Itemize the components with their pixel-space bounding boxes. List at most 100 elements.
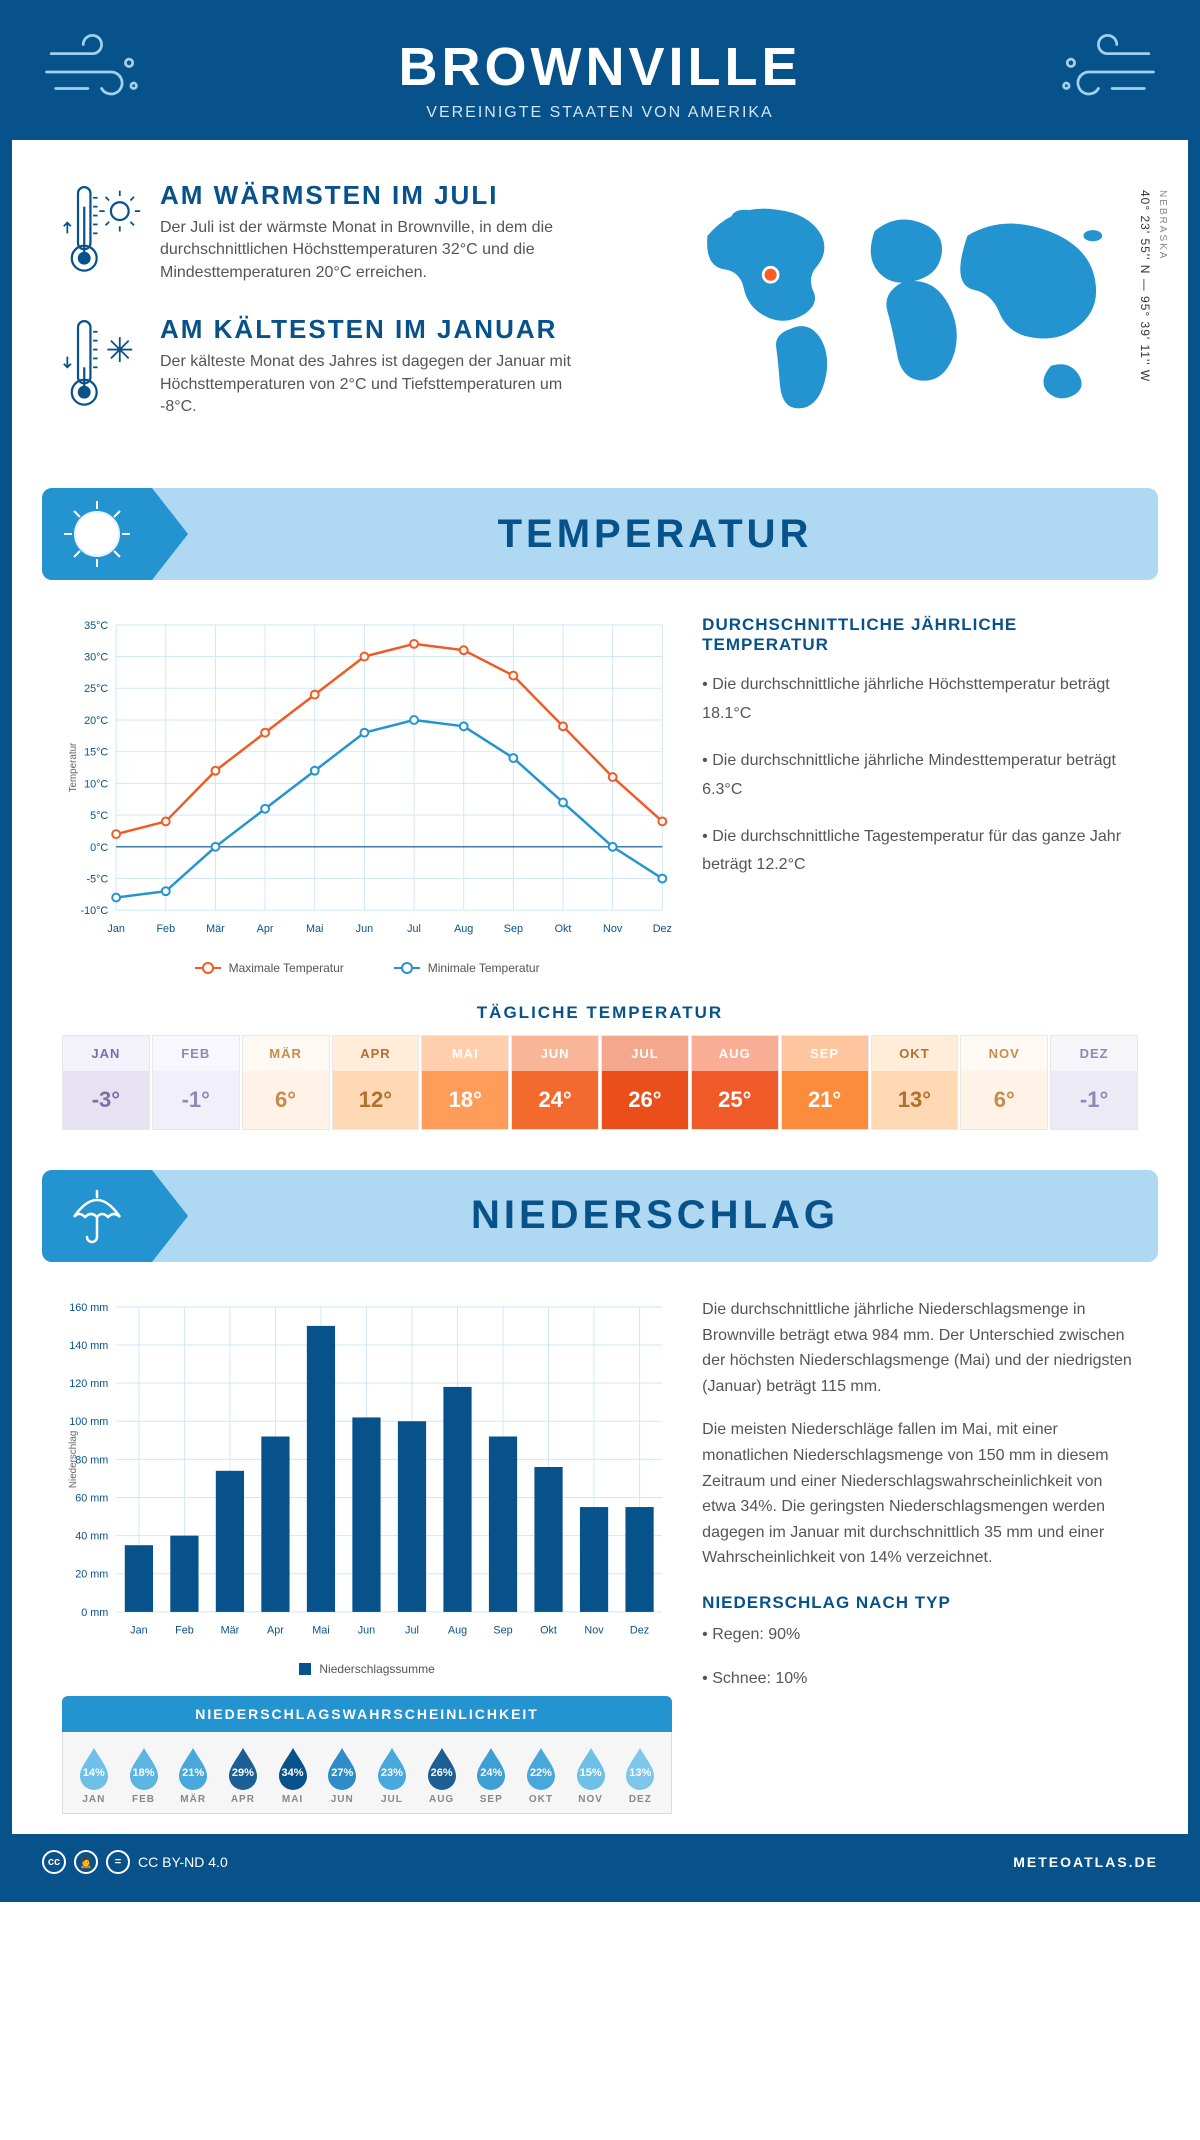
- probability-cell: 15%NOV: [566, 1746, 616, 1805]
- raindrop-icon: 23%: [375, 1746, 409, 1790]
- svg-text:Jan: Jan: [130, 1625, 147, 1637]
- svg-text:Dez: Dez: [630, 1625, 649, 1637]
- svg-text:80 mm: 80 mm: [75, 1454, 108, 1466]
- svg-text:120 mm: 120 mm: [69, 1378, 108, 1390]
- chart-legend: Niederschlagssumme: [62, 1662, 672, 1676]
- svg-text:40 mm: 40 mm: [75, 1531, 108, 1543]
- probability-cell: 24%SEP: [466, 1746, 516, 1805]
- svg-text:160 mm: 160 mm: [69, 1302, 108, 1314]
- svg-text:Mai: Mai: [306, 923, 323, 935]
- thermometer-sun-icon: [62, 180, 142, 284]
- svg-text:30°C: 30°C: [84, 652, 108, 664]
- daily-cell: MAI18°: [421, 1035, 509, 1130]
- precip-type: • Regen: 90%: [702, 1622, 1138, 1648]
- probability-cell: 18%FEB: [119, 1746, 169, 1805]
- precip-paragraph: Die durchschnittliche jährliche Niedersc…: [702, 1297, 1138, 1399]
- daily-cell: SEP21°: [781, 1035, 869, 1130]
- svg-text:25°C: 25°C: [84, 684, 108, 696]
- raindrop-icon: 29%: [226, 1746, 260, 1790]
- coordinates: 40° 23' 55'' N — 95° 39' 11'' W: [1138, 190, 1152, 382]
- world-map: [667, 180, 1138, 440]
- svg-text:15°C: 15°C: [84, 747, 108, 759]
- raindrop-icon: 27%: [325, 1746, 359, 1790]
- chart-legend: Maximale Temperatur Minimale Temperatur: [62, 961, 672, 975]
- temp-bullet: • Die durchschnittliche jährliche Höchst…: [702, 671, 1138, 729]
- svg-text:100 mm: 100 mm: [69, 1416, 108, 1428]
- legend-max: Maximale Temperatur: [229, 961, 344, 975]
- sun-icon: [42, 488, 152, 580]
- raindrop-icon: 34%: [276, 1746, 310, 1790]
- daily-cell: NOV6°: [960, 1035, 1048, 1130]
- license-text: CC BY-ND 4.0: [138, 1854, 228, 1870]
- section-title: NIEDERSCHLAG: [152, 1193, 1158, 1238]
- raindrop-icon: 24%: [474, 1746, 508, 1790]
- fact-warmest: AM WÄRMSTEN IM JULI Der Juli ist der wär…: [62, 180, 627, 284]
- svg-text:Mär: Mär: [221, 1625, 240, 1637]
- legend-min: Minimale Temperatur: [428, 961, 540, 975]
- daily-cell: JUL26°: [601, 1035, 689, 1130]
- svg-text:20°C: 20°C: [84, 715, 108, 727]
- svg-text:Temperatur: Temperatur: [68, 742, 79, 792]
- daily-cell: JAN-3°: [62, 1035, 150, 1130]
- probability-heading: NIEDERSCHLAGSWAHRSCHEINLICHKEIT: [62, 1696, 672, 1732]
- daily-temperature-table: JAN-3°FEB-1°MÄR6°APR12°MAI18°JUN24°JUL26…: [62, 1035, 1138, 1130]
- legend-precip: Niederschlagssumme: [319, 1662, 434, 1676]
- svg-text:Sep: Sep: [504, 923, 523, 935]
- precip-type: • Schnee: 10%: [702, 1666, 1138, 1692]
- svg-text:Apr: Apr: [257, 923, 274, 935]
- svg-text:Jul: Jul: [405, 1625, 419, 1637]
- svg-text:Mär: Mär: [206, 923, 225, 935]
- daily-temp-heading: TÄGLICHE TEMPERATUR: [12, 1003, 1188, 1023]
- probability-cell: 34%MAI: [268, 1746, 318, 1805]
- raindrop-icon: 13%: [623, 1746, 657, 1790]
- page-subtitle: VEREINIGTE STAATEN VON AMERIKA: [12, 104, 1188, 122]
- daily-cell: MÄR6°: [242, 1035, 330, 1130]
- svg-text:5°C: 5°C: [90, 810, 108, 822]
- svg-text:Nov: Nov: [603, 923, 623, 935]
- svg-text:20 mm: 20 mm: [75, 1569, 108, 1581]
- svg-text:Sep: Sep: [493, 1625, 512, 1637]
- raindrop-icon: 18%: [127, 1746, 161, 1790]
- svg-text:140 mm: 140 mm: [69, 1340, 108, 1352]
- probability-cell: 29%APR: [218, 1746, 268, 1805]
- raindrop-icon: 15%: [574, 1746, 608, 1790]
- svg-text:Mai: Mai: [312, 1625, 329, 1637]
- svg-text:35°C: 35°C: [84, 620, 108, 632]
- wind-icon: [42, 32, 152, 112]
- daily-cell: DEZ-1°: [1050, 1035, 1138, 1130]
- probability-cell: 26%AUG: [417, 1746, 467, 1805]
- location-marker: [763, 267, 778, 282]
- umbrella-icon: [42, 1170, 152, 1262]
- fact-title: AM KÄLTESTEN IM JANUAR: [160, 314, 580, 345]
- daily-cell: FEB-1°: [152, 1035, 240, 1130]
- svg-text:Niederschlag: Niederschlag: [68, 1431, 79, 1488]
- page-footer: cc 🙍 = CC BY-ND 4.0 METEOATLAS.DE: [12, 1834, 1188, 1890]
- probability-cell: 14%JAN: [69, 1746, 119, 1805]
- region-label: NEBRASKA: [1157, 190, 1168, 260]
- section-header-temperature: TEMPERATUR: [42, 488, 1158, 580]
- svg-text:Jul: Jul: [407, 923, 421, 935]
- title-bar: BROWNVILLE VEREINIGTE STAATEN VON AMERIK…: [12, 12, 1188, 140]
- fact-text: Der Juli ist der wärmste Monat in Brownv…: [160, 217, 580, 284]
- daily-cell: AUG25°: [691, 1035, 779, 1130]
- by-icon: 🙍: [74, 1850, 98, 1874]
- site-name: METEOATLAS.DE: [1013, 1854, 1158, 1870]
- probability-cell: 23%JUL: [367, 1746, 417, 1805]
- svg-text:Aug: Aug: [454, 923, 473, 935]
- fact-coldest: AM KÄLTESTEN IM JANUAR Der kälteste Mona…: [62, 314, 627, 418]
- svg-text:Jun: Jun: [358, 1625, 375, 1637]
- thermometer-snow-icon: [62, 314, 142, 418]
- svg-text:Nov: Nov: [584, 1625, 604, 1637]
- wind-icon: [1048, 32, 1158, 112]
- probability-cell: 21%MÄR: [168, 1746, 218, 1805]
- section-header-precipitation: NIEDERSCHLAG: [42, 1170, 1158, 1262]
- svg-text:Okt: Okt: [540, 1625, 557, 1637]
- svg-text:Jun: Jun: [356, 923, 373, 935]
- raindrop-icon: 14%: [77, 1746, 111, 1790]
- svg-text:Feb: Feb: [175, 1625, 194, 1637]
- probability-cell: 22%OKT: [516, 1746, 566, 1805]
- svg-text:Aug: Aug: [448, 1625, 467, 1637]
- fact-title: AM WÄRMSTEN IM JULI: [160, 180, 580, 211]
- section-title: TEMPERATUR: [152, 512, 1158, 557]
- svg-text:60 mm: 60 mm: [75, 1492, 108, 1504]
